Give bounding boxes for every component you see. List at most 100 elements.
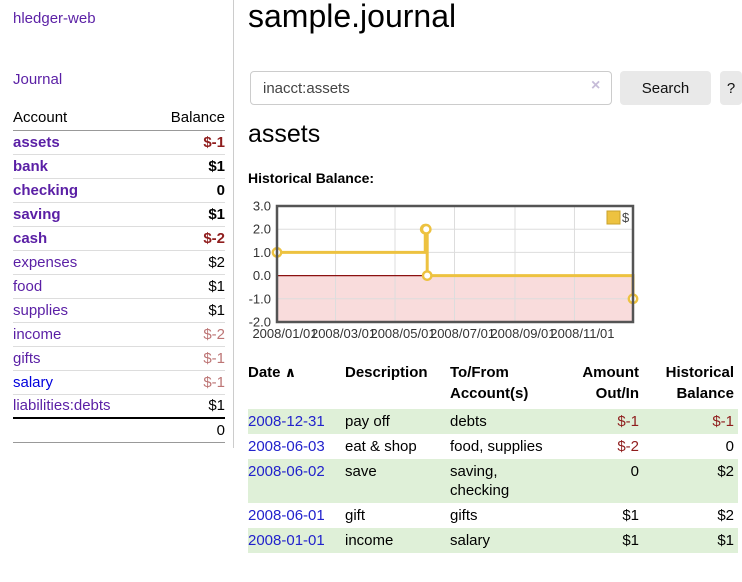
sidebar-account-link[interactable]: expenses [13, 253, 78, 271]
account-name-cell: expenses [13, 250, 150, 275]
register-amount: $-1 [617, 413, 639, 430]
account-name-cell: assets [13, 130, 150, 155]
accounts-header-row: Account Balance [13, 106, 225, 131]
historical-balance-chart: $3.0 2.0 1.0 0.0 -1.0 -2.02008/01/012008/03/0… [249, 200, 639, 341]
x-tick-label: 2008/03/01 [311, 326, 376, 341]
sidebar-item-journal[interactable]: Journal [13, 71, 63, 88]
sidebar-account-balance: $-2 [149, 322, 225, 347]
register-row[interactable]: 2008-12-31 pay off debts $-1 $-1 [248, 409, 738, 434]
register-amount: $1 [622, 532, 639, 549]
account-row: expenses $2 [13, 250, 225, 275]
accounts-total-balance: 0 [149, 418, 225, 443]
account-row: gifts $-1 [13, 346, 225, 371]
sidebar-account-balance: $1 [149, 154, 225, 179]
account-name-cell: food [13, 274, 150, 299]
clear-search-icon[interactable]: × [591, 77, 601, 94]
account-name-cell: saving [13, 202, 150, 227]
register-amount: $1 [622, 507, 639, 524]
transaction-date-link[interactable]: 2008-06-02 [248, 463, 325, 480]
account-name-cell: liabilities:debts [13, 394, 150, 419]
account-row: food $1 [13, 274, 225, 299]
data-point-marker [421, 270, 433, 282]
accounts-total-spacer [13, 418, 150, 443]
accounts-header-account: Account [13, 106, 150, 131]
account-name-cell: checking [13, 178, 150, 203]
accounts-table: Account Balance assets $-1 bank $1 checking 0… [13, 106, 225, 443]
sidebar-account-balance: $-1 [149, 370, 225, 395]
register-header-amount: Amount Out/In [582, 364, 639, 402]
register-accounts: salary [450, 532, 491, 549]
x-tick-label: 2008/05/01 [370, 326, 435, 341]
y-tick-label: 0.0 [253, 268, 271, 283]
sidebar-account-balance: 0 [149, 178, 225, 203]
x-tick-label: 2008/01/01 [252, 326, 317, 341]
sidebar-account-link[interactable]: assets [13, 133, 60, 151]
sidebar-account-balance: $1 [149, 394, 225, 419]
register-row[interactable]: 2008-06-03 eat & shop food, supplies $-2 0 [248, 434, 738, 459]
sidebar-account-link[interactable]: liabilities:debts [13, 397, 111, 415]
accounts-total-row: 0 [13, 418, 225, 443]
register-table-body: 2008-12-31 pay off debts $-1 $-1 2008-06-03 ea… [248, 409, 738, 553]
account-row: supplies $1 [13, 298, 225, 323]
register-description: gift [345, 507, 366, 524]
y-tick-label: 1.0 [253, 245, 271, 260]
register-description: eat & shop [345, 438, 417, 455]
sidebar-account-link[interactable]: food [13, 277, 43, 295]
register-date-cell: 2008-06-02 [248, 459, 345, 503]
sidebar-account-balance: $1 [149, 274, 225, 299]
sidebar-account-balance: $1 [149, 202, 225, 227]
search-input[interactable] [250, 71, 612, 105]
register-header-date-label: Date [248, 364, 281, 381]
sidebar-account-link[interactable]: checking [13, 181, 79, 199]
sidebar-account-link[interactable]: supplies [13, 301, 69, 319]
sidebar-account-balance: $2 [149, 250, 225, 275]
register-accounts: saving, checking [450, 463, 510, 499]
register-description: pay off [345, 413, 390, 430]
sidebar-account-link[interactable]: saving [13, 205, 61, 223]
register-date-cell: 2008-12-31 [248, 409, 345, 434]
y-tick-label: -1.0 [249, 291, 271, 306]
register-balance: $2 [717, 463, 734, 480]
register-balance: $1 [717, 532, 734, 549]
transaction-date-link[interactable]: 2008-06-03 [248, 438, 325, 455]
sidebar-account-link[interactable]: salary [13, 373, 54, 391]
account-name-cell: supplies [13, 298, 150, 323]
transaction-date-link[interactable]: 2008-12-31 [248, 413, 325, 430]
plot-border [275, 204, 635, 324]
sidebar-account-balance: $1 [149, 298, 225, 323]
sidebar-account-balance: $-2 [149, 226, 225, 251]
account-heading: assets [248, 120, 321, 148]
account-row: saving $1 [13, 202, 225, 227]
register-row[interactable]: 2008-06-02 save saving, checking 0 $2 [248, 459, 738, 503]
account-name-cell: gifts [13, 346, 150, 371]
sidebar-account-link[interactable]: bank [13, 157, 49, 175]
sidebar-account-balance: $-1 [149, 346, 225, 371]
help-button[interactable]: ? [720, 71, 742, 105]
search-button[interactable]: Search [620, 71, 711, 105]
account-row: bank $1 [13, 154, 225, 179]
register-row[interactable]: 2008-06-01 gift gifts $1 $2 [248, 503, 738, 528]
account-row: cash $-2 [13, 226, 225, 251]
register-header-date[interactable]: Date ∧ [248, 362, 345, 409]
register-header-row: Date ∧ Description To/From Account(s) Am… [248, 362, 738, 409]
transaction-date-link[interactable]: 2008-06-01 [248, 507, 325, 524]
register-accounts: gifts [450, 507, 478, 524]
register-table: Date ∧ Description To/From Account(s) Am… [248, 362, 738, 553]
register-header-description: Description [345, 364, 428, 381]
sidebar-account-link[interactable]: income [13, 325, 62, 343]
register-row[interactable]: 2008-01-01 income salary $1 $1 [248, 528, 738, 553]
register-date-cell: 2008-01-01 [248, 528, 345, 553]
sidebar-divider [233, 0, 234, 448]
register-balance: $-1 [712, 413, 734, 430]
account-row: assets $-1 [13, 130, 225, 155]
x-tick-label: 2008/07/01 [430, 326, 495, 341]
sidebar-account-link[interactable]: cash [13, 229, 48, 247]
register-balance: $2 [717, 507, 734, 524]
register-date-cell: 2008-06-03 [248, 434, 345, 459]
transaction-date-link[interactable]: 2008-01-01 [248, 532, 325, 549]
brand-link[interactable]: hledger-web [13, 10, 96, 27]
chart-title: Historical Balance: [248, 170, 375, 186]
sidebar-account-link[interactable]: gifts [13, 349, 41, 367]
y-tick-label: 2.0 [253, 222, 271, 237]
